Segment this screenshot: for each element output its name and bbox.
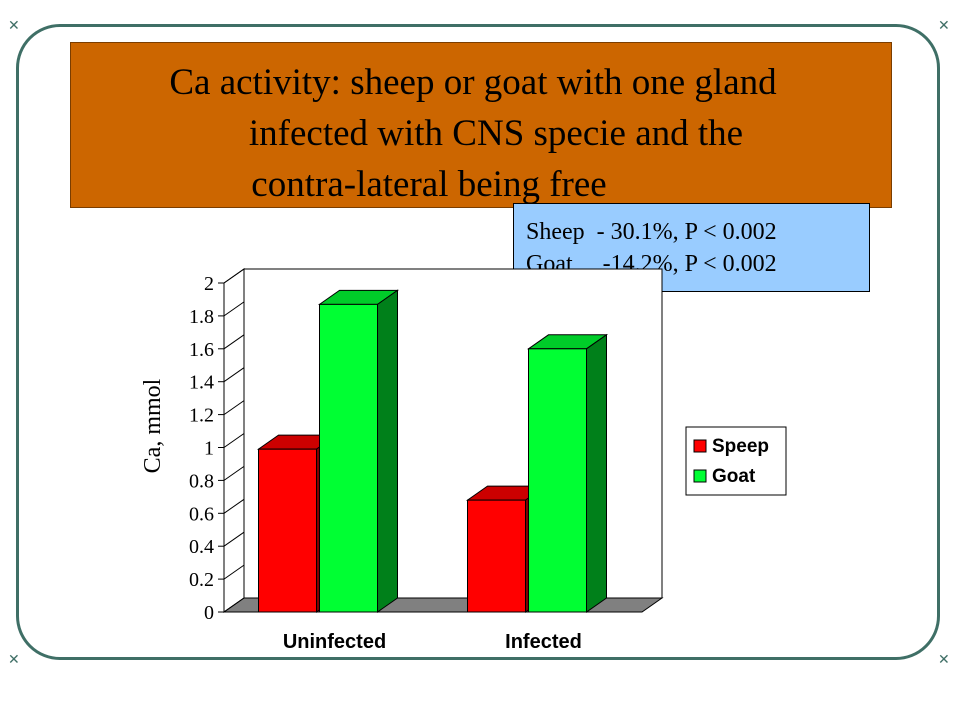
bar-front [258,448,317,613]
legend-box [685,426,787,496]
y-tick-label: 0.8 [189,470,214,492]
y-tick-label: 1 [204,438,214,460]
slide-title: Ca activity: sheep or goat with one glan… [70,42,892,208]
bar-front [528,348,587,613]
y-tick-label: 0.6 [189,503,214,525]
y-tick-diagonal [223,433,245,448]
y-tick-diagonal [223,498,245,514]
bar-front [467,499,526,613]
bar-side [586,333,607,613]
y-tick-diagonal [223,400,245,416]
y-tick-diagonal [223,597,245,613]
bar-side [377,289,398,613]
legend-swatch-speep [693,439,707,453]
title-line-2: infected with CNS specie and the [248,113,744,154]
legend-swatch-goat [693,469,707,483]
y-tick-label: 1.2 [189,405,214,427]
x-tick-label-infected: Infected [505,631,582,653]
y-tick-label: 0 [204,602,214,624]
y-tick-diagonal [223,301,245,317]
y-tick-diagonal [223,334,245,350]
y-tick-diagonal [223,531,245,547]
title-line-3: contra-lateral being free [251,164,607,205]
corner-mark-icon: ✕ [938,19,950,34]
y-tick-diagonal [223,465,245,481]
y-tick-diagonal [223,564,245,580]
note-line-sheep: Sheep - 30.1%, P < 0.002 [526,219,777,245]
bar-front [319,303,378,613]
y-tick-label: 0.2 [189,569,214,591]
legend: Speep Goat [685,426,787,496]
y-tick-diagonal [223,268,245,284]
y-tick-diagonal [223,367,245,383]
y-tick-label: 1.6 [189,339,214,361]
corner-mark-icon: ✕ [938,653,950,668]
corner-mark-icon: ✕ [8,653,20,668]
x-tick-label-uninfected: Uninfected [283,631,386,653]
corner-mark-icon: ✕ [8,19,20,34]
legend-label-goat: Goat [712,466,756,487]
bar-goat-infected [526,333,609,613]
y-tick-label: 1.8 [189,306,214,328]
title-line-1: Ca activity: sheep or goat with one glan… [169,62,777,103]
y-axis-label: Ca, mmol [140,378,166,473]
y-tick-label: 0.4 [189,536,214,558]
slide-frame [16,24,940,660]
y-tick-label: 2 [204,273,214,295]
chart-bars [256,289,609,613]
x-axis-labels: Uninfected Infected [283,631,582,653]
bar-goat-uninfected [317,289,400,613]
y-tick-label: 1.4 [189,372,214,394]
legend-label-speep: Speep [712,436,769,457]
